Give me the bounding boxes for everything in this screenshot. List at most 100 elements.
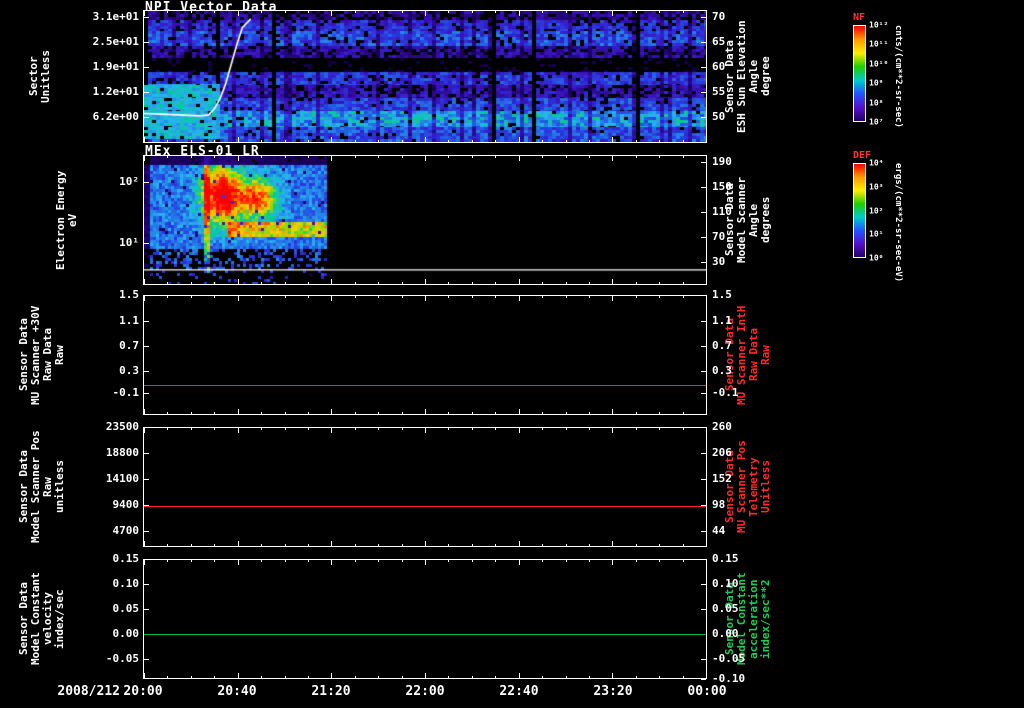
x-tick-mark <box>261 676 263 678</box>
y-axis-tick-label: -0.05 <box>712 651 746 665</box>
colorbar-tick-label: 10⁹ <box>869 78 884 88</box>
y-tick-mark <box>144 295 149 296</box>
x-tick-mark <box>635 412 637 414</box>
y-axis-tick-label: 1.9e+01 <box>92 60 139 74</box>
x-tick-mark <box>588 676 590 678</box>
x-tick-mark <box>378 11 380 13</box>
x-tick-mark <box>518 137 520 142</box>
x-tick-mark <box>425 137 426 142</box>
x-tick-mark <box>448 428 450 430</box>
x-tick-mark <box>284 156 286 158</box>
y-axis-tick-label: 0.00 <box>112 627 140 640</box>
x-tick-mark <box>284 428 286 430</box>
x-tick-mark <box>401 140 403 142</box>
x-tick-mark <box>284 140 286 142</box>
x-tick-mark <box>237 279 239 284</box>
x-tick-mark <box>448 560 450 562</box>
y-tick-mark <box>701 658 706 660</box>
x-tick-mark <box>378 140 380 142</box>
x-tick-mark <box>144 156 145 161</box>
y-axis-tick-label: 110 <box>712 204 732 218</box>
y-tick-mark <box>701 478 706 480</box>
y-tick-mark <box>701 117 706 119</box>
x-tick-mark <box>167 560 169 562</box>
x-tick-mark <box>706 560 707 565</box>
x-tick-mark <box>542 544 544 546</box>
x-tick-mark <box>261 156 263 158</box>
x-tick-mark <box>612 296 614 301</box>
x-tick-mark <box>284 11 286 13</box>
x-tick-mark <box>284 544 286 546</box>
x-tick-mark <box>331 296 333 301</box>
x-tick-mark <box>565 676 567 678</box>
x-tick-mark <box>588 156 590 158</box>
y-tick-mark <box>144 393 149 395</box>
x-tick-mark <box>214 428 216 430</box>
x-tick-mark <box>635 282 637 284</box>
x-tick-mark <box>354 11 356 13</box>
x-tick-mark <box>542 296 544 298</box>
x-tick-mark <box>144 11 145 16</box>
x-tick-mark <box>682 140 684 142</box>
x-tick-mark <box>588 296 590 298</box>
y-tick-mark <box>701 453 706 455</box>
y-tick-mark <box>144 453 149 455</box>
x-tick-mark <box>190 676 192 678</box>
x-axis-tick-label: 00:00 <box>687 684 727 699</box>
colorbar-tick-label: 10¹² <box>869 20 889 30</box>
x-tick-mark <box>518 296 520 301</box>
y-axis-tick-label: 0.10 <box>112 576 140 590</box>
x-tick-mark <box>659 676 661 678</box>
y-axis-tick-label: 14100 <box>105 471 139 485</box>
y-tick-mark <box>701 346 706 347</box>
colorbar-def-gradient <box>853 163 866 258</box>
panel-mex-els-01-lr <box>143 155 707 285</box>
x-axis-tick-label: 23:20 <box>593 684 633 699</box>
x-tick-mark <box>635 560 637 562</box>
x-tick-mark <box>284 296 286 298</box>
x-tick-mark <box>261 412 263 414</box>
x-tick-mark <box>518 156 520 161</box>
x-tick-mark <box>659 156 661 158</box>
x-axis-date-label: 2008/212 <box>57 684 120 699</box>
y-tick-mark <box>701 237 706 239</box>
x-tick-mark <box>588 282 590 284</box>
x-tick-mark <box>425 409 426 414</box>
x-tick-mark <box>448 140 450 142</box>
x-tick-mark <box>425 296 426 301</box>
y-tick-mark <box>701 162 706 164</box>
x-tick-mark <box>401 412 403 414</box>
x-tick-mark <box>354 412 356 414</box>
x-tick-mark <box>659 140 661 142</box>
y-tick-mark <box>701 505 706 506</box>
x-tick-mark <box>190 544 192 546</box>
x-tick-mark <box>331 428 333 433</box>
x-tick-mark <box>635 428 637 430</box>
y-tick-mark <box>144 658 149 660</box>
right-label-scanner-angle: Sensor Data Model Scanner Angle degrees <box>723 176 772 264</box>
panel-npi-vector-data <box>143 10 707 143</box>
x-tick-mark <box>261 11 263 13</box>
x-tick-mark <box>448 544 450 546</box>
x-tick-mark <box>307 544 309 546</box>
x-tick-mark <box>401 11 403 13</box>
x-tick-mark <box>448 11 450 13</box>
x-tick-mark <box>612 541 614 546</box>
y-tick-mark <box>144 117 149 119</box>
x-tick-mark <box>378 156 380 158</box>
x-tick-mark <box>261 140 263 142</box>
colorbar-tick-label: 10¹ <box>869 229 884 239</box>
x-axis-tick-label: 21:20 <box>311 684 351 699</box>
y-axis-tick-label: 0.3 <box>712 363 732 377</box>
y-tick-mark <box>144 370 149 372</box>
x-tick-mark <box>659 428 661 430</box>
y-axis-tick-label: 2.5e+01 <box>92 35 139 49</box>
y-axis-tick-label: 0.10 <box>712 576 739 590</box>
x-tick-mark <box>425 11 426 16</box>
x-tick-mark <box>565 140 567 142</box>
y-axis-tick-label: -0.10 <box>712 672 746 685</box>
colorbar-tick-label: 10¹¹ <box>869 39 889 49</box>
x-tick-mark <box>542 282 544 284</box>
x-tick-mark <box>401 560 403 562</box>
right-label-sun-elevation: Sensor Data ESH Sun Elevation Angle degr… <box>723 20 772 133</box>
